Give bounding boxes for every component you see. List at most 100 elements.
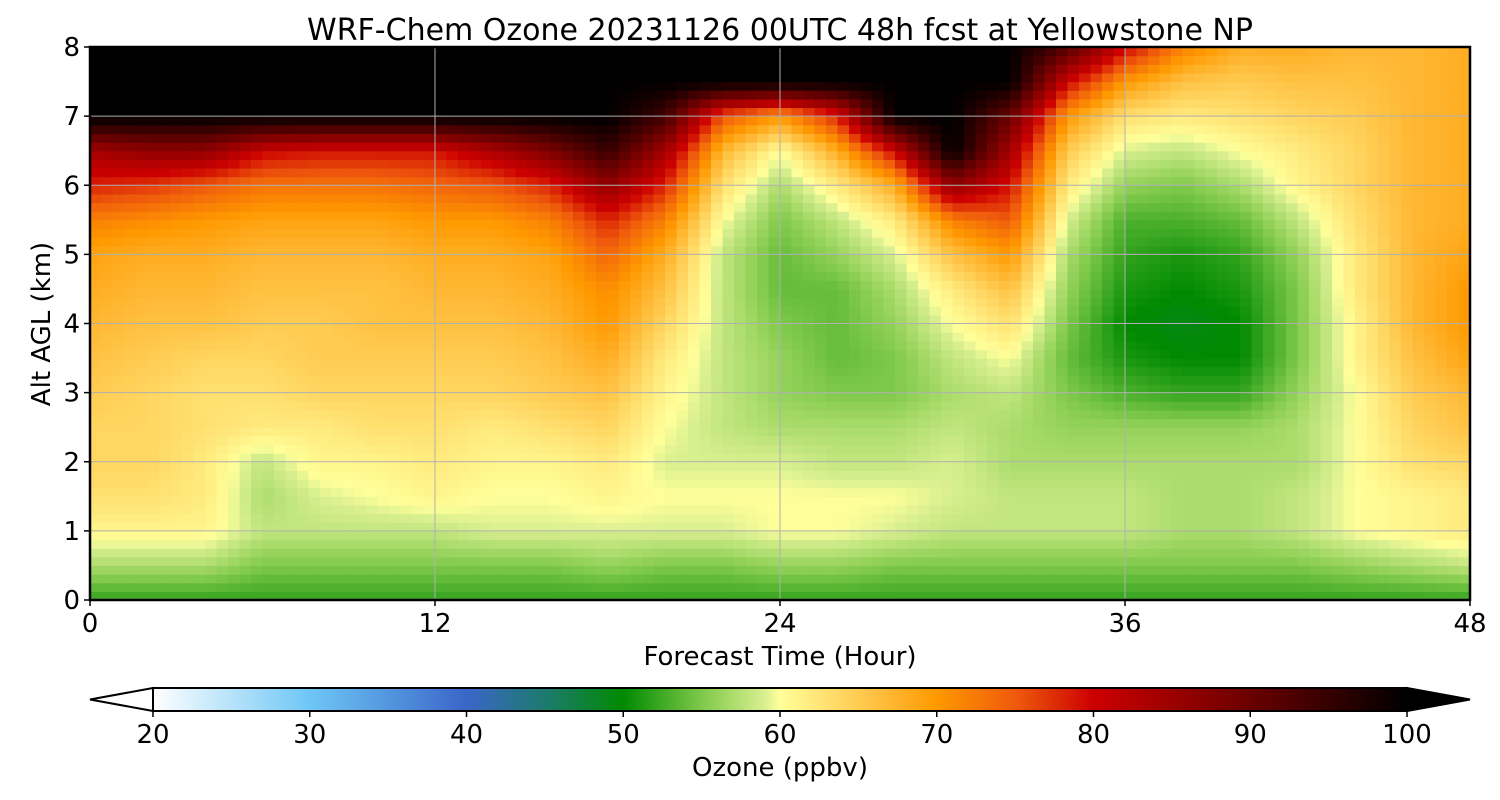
ozone-cell — [159, 582, 172, 592]
ozone-cell — [803, 245, 816, 255]
ozone-cell — [1159, 453, 1172, 463]
ozone-cell — [1320, 254, 1333, 264]
ozone-cell — [780, 574, 793, 584]
ozone-cell — [469, 565, 482, 575]
ozone-cell — [1113, 591, 1126, 600]
ozone-cell — [630, 409, 643, 420]
ozone-cell — [1113, 513, 1126, 523]
ozone-cell — [527, 358, 540, 368]
ozone-cell — [159, 487, 172, 497]
ozone-cell — [906, 565, 919, 575]
ozone-cell — [1332, 453, 1345, 463]
ozone-cell — [1240, 358, 1253, 368]
ozone-cell — [446, 366, 459, 376]
ozone-cell — [722, 461, 735, 471]
ozone-cell — [584, 263, 597, 273]
ozone-cell — [216, 487, 229, 497]
ozone-cell — [607, 375, 620, 385]
ozone-cell — [1159, 427, 1172, 437]
ozone-cell — [1228, 504, 1241, 515]
ozone-cell — [113, 314, 126, 325]
ozone-cell — [642, 487, 655, 497]
ozone-cell — [1056, 574, 1069, 584]
ozone-cell — [1217, 254, 1230, 264]
ozone-cell — [1412, 556, 1425, 567]
ozone-cell — [1240, 539, 1253, 549]
ozone-cell — [423, 245, 436, 255]
ozone-cell — [1274, 401, 1287, 411]
ozone-cell — [1148, 254, 1161, 264]
ozone-cell — [90, 366, 103, 376]
ozone-cell — [1113, 461, 1126, 471]
ozone-cell — [619, 306, 632, 316]
ozone-cell — [274, 306, 287, 316]
ozone-cell — [1412, 530, 1425, 541]
ozone-cell — [872, 237, 885, 247]
ozone-cell — [688, 539, 701, 549]
ozone-cell — [711, 496, 724, 506]
ozone-cell — [124, 522, 137, 532]
ozone-cell — [596, 539, 609, 549]
ozone-cell — [366, 340, 379, 351]
ozone-cell — [458, 263, 471, 273]
ozone-cell — [343, 332, 356, 342]
ozone-cell — [216, 375, 229, 385]
ozone-cell — [469, 409, 482, 420]
ozone-cell — [1251, 504, 1264, 515]
ozone-cell — [918, 349, 931, 359]
ozone-cell — [1309, 522, 1322, 532]
ozone-cell — [504, 332, 517, 342]
ozone-cell — [515, 263, 528, 273]
ozone-cell — [1297, 556, 1310, 567]
ozone-cell — [1228, 245, 1241, 255]
ozone-cell — [665, 591, 678, 600]
ozone-cell — [1194, 288, 1207, 299]
ozone-cell — [1067, 349, 1080, 359]
ozone-cell — [1424, 522, 1437, 532]
ozone-cell — [745, 522, 758, 532]
ozone-cell — [492, 513, 505, 523]
ozone-cell — [170, 582, 183, 592]
ozone-cell — [423, 479, 436, 489]
ozone-cell — [320, 418, 333, 428]
ozone-cell — [665, 366, 678, 376]
ozone-cell — [619, 504, 632, 515]
ozone-cell — [550, 358, 563, 368]
ozone-cell — [630, 332, 643, 342]
ozone-cell — [814, 375, 827, 385]
ozone-cell — [952, 392, 965, 402]
ozone-cell — [964, 392, 977, 402]
ozone-cell — [193, 453, 206, 463]
ozone-cell — [170, 565, 183, 575]
ozone-cell — [320, 323, 333, 333]
ozone-cell — [113, 504, 126, 515]
ozone-cell — [941, 366, 954, 376]
ozone-cell — [377, 582, 390, 592]
ozone-cell — [757, 565, 770, 575]
ozone-cell — [170, 254, 183, 264]
ozone-cell — [745, 591, 758, 600]
ozone-cell — [446, 383, 459, 394]
ozone-cell — [596, 418, 609, 428]
ozone-cell — [297, 288, 310, 299]
ozone-cell — [101, 245, 114, 255]
ozone-cell — [1067, 263, 1080, 273]
ozone-cell — [722, 496, 735, 506]
ozone-cell — [1366, 522, 1379, 532]
ozone-cell — [412, 358, 425, 368]
ozone-cell — [665, 237, 678, 247]
ozone-cell — [354, 245, 367, 255]
ozone-cell — [1240, 340, 1253, 351]
ozone-cell — [1274, 349, 1287, 359]
ozone-cell — [193, 288, 206, 299]
ozone-cell — [297, 548, 310, 558]
ozone-cell — [1401, 470, 1414, 480]
ozone-cell — [458, 358, 471, 368]
ozone-cell — [308, 556, 321, 567]
ozone-cell — [1332, 435, 1345, 446]
ozone-cell — [791, 323, 804, 333]
ozone-cell — [515, 548, 528, 558]
ozone-cell — [377, 323, 390, 333]
ozone-cell — [1378, 582, 1391, 592]
ozone-cell — [676, 358, 689, 368]
